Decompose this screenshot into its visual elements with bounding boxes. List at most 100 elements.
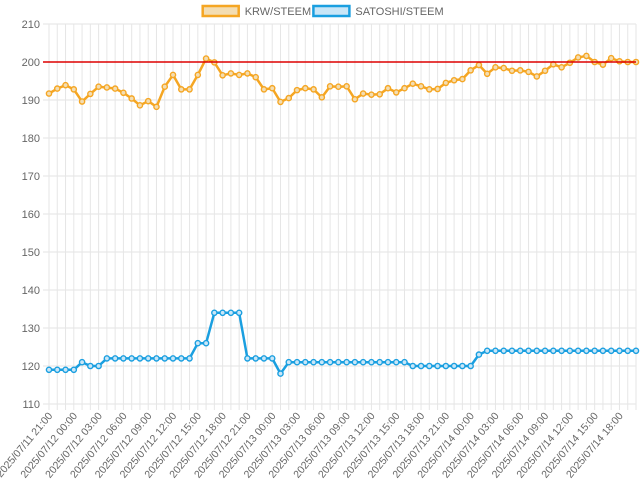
data-point <box>87 362 94 370</box>
data-point <box>161 83 169 90</box>
data-point <box>235 71 243 79</box>
data-point <box>492 64 499 71</box>
data-point <box>550 347 557 355</box>
y-tick-label: 140 <box>22 285 40 297</box>
data-point <box>483 347 491 355</box>
data-point <box>591 347 598 355</box>
y-tick-label: 160 <box>22 209 40 221</box>
data-point <box>500 64 508 72</box>
data-point <box>566 347 574 355</box>
data-point <box>525 68 532 76</box>
data-point <box>219 72 226 79</box>
data-point <box>376 358 384 366</box>
data-point <box>177 355 185 362</box>
data-point <box>87 90 94 98</box>
data-point <box>144 355 152 362</box>
data-point <box>599 347 607 355</box>
data-point <box>95 362 102 370</box>
data-point <box>475 351 483 358</box>
data-point <box>632 347 640 355</box>
data-point <box>62 366 69 374</box>
data-point <box>227 70 235 77</box>
legend-swatch <box>312 4 351 18</box>
data-point <box>434 362 441 370</box>
data-point <box>599 61 607 68</box>
data-point <box>45 90 53 97</box>
data-point <box>359 358 367 366</box>
data-point <box>53 85 61 92</box>
data-point <box>310 358 317 366</box>
data-point <box>417 362 425 370</box>
legend-swatch <box>201 4 240 18</box>
data-point <box>78 358 86 366</box>
data-point <box>293 86 301 94</box>
data-point <box>252 355 259 362</box>
data-point <box>508 347 516 355</box>
data-point <box>169 71 177 79</box>
y-tick-label: 200 <box>22 57 40 69</box>
data-point <box>409 362 417 370</box>
y-tick-label: 130 <box>22 323 40 335</box>
data-point <box>103 355 111 362</box>
data-point <box>475 61 483 69</box>
data-point <box>376 91 384 98</box>
data-point <box>409 80 417 87</box>
legend-label: SATOSHI/STEEM <box>355 6 443 18</box>
data-point <box>335 83 342 90</box>
data-point <box>467 362 474 370</box>
data-point <box>153 355 160 362</box>
data-point <box>335 358 342 366</box>
data-point <box>120 355 127 362</box>
y-tick-label: 150 <box>22 247 40 259</box>
data-point <box>186 355 193 362</box>
data-point <box>359 90 367 97</box>
data-point <box>244 70 251 77</box>
data-point <box>144 97 152 105</box>
data-point <box>136 102 144 109</box>
data-point <box>128 355 135 362</box>
series-line <box>49 311 636 375</box>
data-point <box>616 347 623 355</box>
data-point <box>219 309 226 317</box>
data-point <box>434 85 441 93</box>
data-point <box>111 355 119 362</box>
data-point <box>368 358 375 366</box>
data-point <box>624 347 632 355</box>
data-point <box>508 67 516 75</box>
data-point <box>516 67 524 74</box>
data-point <box>78 98 86 105</box>
data-point <box>442 79 450 87</box>
data-point <box>53 366 61 374</box>
data-point <box>95 83 102 90</box>
data-point <box>194 71 202 79</box>
data-point <box>194 339 202 347</box>
data-point <box>450 76 458 84</box>
data-point <box>128 95 135 102</box>
legend: KRW/STEEM SATOSHI/STEEM <box>201 4 444 18</box>
data-point <box>541 67 549 75</box>
data-point <box>169 355 177 362</box>
data-point <box>318 358 326 366</box>
data-point <box>450 362 458 370</box>
y-axis: 110 120 130 140 150 160 170 180 190 200 210 <box>22 19 40 411</box>
data-point <box>318 94 326 101</box>
data-point <box>277 98 284 106</box>
data-point <box>533 347 541 355</box>
series-layer <box>45 52 640 377</box>
data-point <box>574 54 582 61</box>
data-point <box>103 84 111 91</box>
data-point <box>442 362 450 370</box>
data-point <box>252 73 259 81</box>
data-point <box>533 73 541 80</box>
data-point <box>541 347 549 355</box>
legend-item-satoshi-steem: SATOSHI/STEEM <box>312 4 444 18</box>
data-point <box>492 347 499 355</box>
series-krw-steem <box>45 52 640 111</box>
data-point <box>467 67 474 74</box>
data-point <box>384 84 392 92</box>
data-point <box>211 309 218 317</box>
data-point <box>351 358 359 366</box>
data-point <box>583 347 590 355</box>
